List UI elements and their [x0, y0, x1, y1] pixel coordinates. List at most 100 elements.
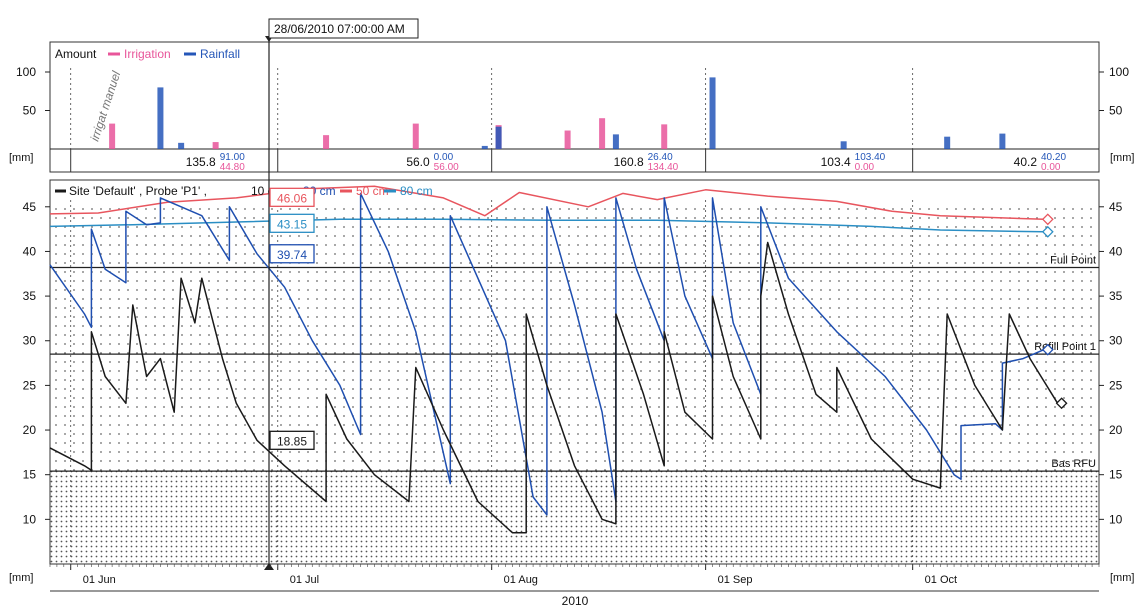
irrigation-bar	[412, 123, 419, 149]
cursor-label-box	[268, 18, 419, 39]
threshold-label-bas-rfu: Bas RFU	[1051, 458, 1096, 470]
threshold-label-full-point: Full Point	[1050, 255, 1096, 267]
band-below-bas-rfu	[50, 471, 1099, 564]
irrigation-bar	[212, 142, 219, 149]
band-above-full	[50, 206, 1099, 268]
series-end-diamond-icon	[1055, 397, 1068, 410]
bar-series	[109, 77, 1006, 149]
cursor-label: 28/06/2010 07:00:00 AM	[274, 22, 405, 36]
series-line-50-cm	[49, 185, 1044, 221]
irrigation-bar	[564, 130, 571, 149]
period-rainfall: 0.00	[434, 152, 454, 163]
top-unit-label-right: [mm]	[1110, 152, 1134, 164]
irrigation-bar	[323, 135, 330, 149]
irrigation-bar	[599, 118, 606, 149]
rainfall-bar	[612, 134, 619, 149]
x-axis: 01 Jun 01 Jul 01 Aug 01 Sep 01 Oct	[49, 564, 1100, 586]
period-total: 56.0	[406, 155, 430, 169]
year-label: 2010	[562, 594, 589, 606]
period-irrigation: 44.80	[220, 162, 245, 173]
y-tick-label: 45	[1109, 200, 1123, 214]
y-tick-label: 10	[1109, 512, 1123, 526]
y-tick-label: 20	[23, 423, 37, 437]
rainfall-bar	[999, 133, 1006, 149]
bottom-panel-y-axis: 10 10 15 15 20 20 25 25 30 30 35 35 40 40 45 45	[23, 200, 1123, 527]
irrigation-bar	[661, 124, 668, 149]
cursor-value-box	[269, 430, 315, 450]
cursor-value: 43.15	[277, 217, 307, 231]
period-rainfall: 40.20	[1041, 152, 1066, 163]
bottom-unit-label-right: [mm]	[1110, 572, 1134, 584]
y-tick-label: 30	[23, 334, 37, 348]
line-series	[49, 185, 1059, 534]
period-irrigation: 0.00	[855, 162, 875, 173]
rainfall-bar	[178, 142, 185, 149]
y-tick-label: 35	[1109, 289, 1123, 303]
period-rainfall: 26.40	[648, 152, 673, 163]
cursor-value-box	[269, 187, 315, 207]
series-end-markers	[1041, 213, 1068, 410]
top-unit-label-left: [mm]	[9, 152, 33, 164]
period-irrigation: 134.40	[648, 162, 679, 173]
y-tick-label: 25	[23, 378, 37, 392]
bottom-legend-prefix: Site 'Default' , Probe 'P1' ,	[69, 184, 207, 198]
y-tick-label: 25	[1109, 378, 1123, 392]
x-tick-label: 01 Sep	[718, 574, 753, 586]
cursor-value-box	[269, 244, 315, 264]
top-panel-y-axis: 50 50 100 100	[16, 65, 1129, 118]
x-tick-label: 01 Jun	[83, 574, 116, 586]
legend-50cm-label: 50 cm	[356, 184, 389, 198]
rainfall-bar	[840, 141, 847, 149]
series-line-30-cm	[49, 192, 1045, 516]
bottom-unit-label-left: [mm]	[9, 572, 33, 584]
threshold-label-refill-point-1: Refill Point 1	[1034, 341, 1096, 353]
y-tick-label: 10	[23, 512, 37, 526]
y-tick-label: 45	[23, 200, 37, 214]
rainfall-bar	[495, 126, 502, 149]
period-irrigation: 56.00	[434, 162, 459, 173]
x-tick-label: 01 Aug	[504, 574, 538, 586]
y-tick-label: 100	[16, 65, 36, 79]
series-end-diamond-icon	[1041, 225, 1054, 238]
series-line-80-cm	[49, 218, 1044, 233]
period-total: 160.8	[614, 155, 644, 169]
y-tick-label: 50	[23, 104, 37, 118]
rainfall-bar	[481, 145, 488, 149]
y-tick-label: 30	[1109, 334, 1123, 348]
threshold-bands	[50, 206, 1099, 564]
irrigation-bar	[109, 123, 116, 149]
rainfall-bar	[157, 87, 164, 149]
period-total: 103.4	[821, 155, 851, 169]
period-irrigation: 0.00	[1041, 162, 1061, 173]
cursor-value-box	[269, 213, 315, 233]
period-total: 40.2	[1014, 155, 1038, 169]
rainfall-legend-label: Rainfall	[200, 47, 240, 61]
y-tick-label: 20	[1109, 423, 1123, 437]
top-panel-gridlines	[70, 68, 914, 172]
top-legend-prefix: Amount	[55, 47, 97, 61]
cursor-value: 46.06	[277, 191, 307, 205]
handwritten-note: irrigat manuel	[88, 69, 124, 143]
series-end-diamond-icon	[1041, 213, 1054, 226]
period-rainfall: 103.40	[855, 152, 886, 163]
y-tick-label: 15	[1109, 468, 1123, 482]
x-tick-label: 01 Oct	[925, 574, 957, 586]
series-end-diamond-icon	[1041, 343, 1054, 356]
top-panel-frame	[49, 41, 1100, 173]
y-tick-label: 50	[1109, 104, 1123, 118]
y-tick-label: 15	[23, 468, 37, 482]
y-tick-label: 100	[1109, 65, 1129, 79]
cursor-value-boxes: 46.06 43.15 39.74 18.85	[269, 187, 315, 450]
y-tick-label: 40	[23, 244, 37, 258]
y-tick-label: 40	[1109, 244, 1123, 258]
y-tick-label: 35	[23, 289, 37, 303]
series-line-10-cm	[49, 241, 1059, 534]
cursor-bottom-handle-icon[interactable]	[264, 563, 274, 570]
cursor-value: 39.74	[277, 248, 307, 262]
x-tick-label: 01 Jul	[290, 574, 319, 586]
cursor-value: 18.85	[277, 434, 307, 448]
rainfall-bar	[944, 136, 951, 149]
period-rainfall: 91.00	[220, 152, 245, 163]
